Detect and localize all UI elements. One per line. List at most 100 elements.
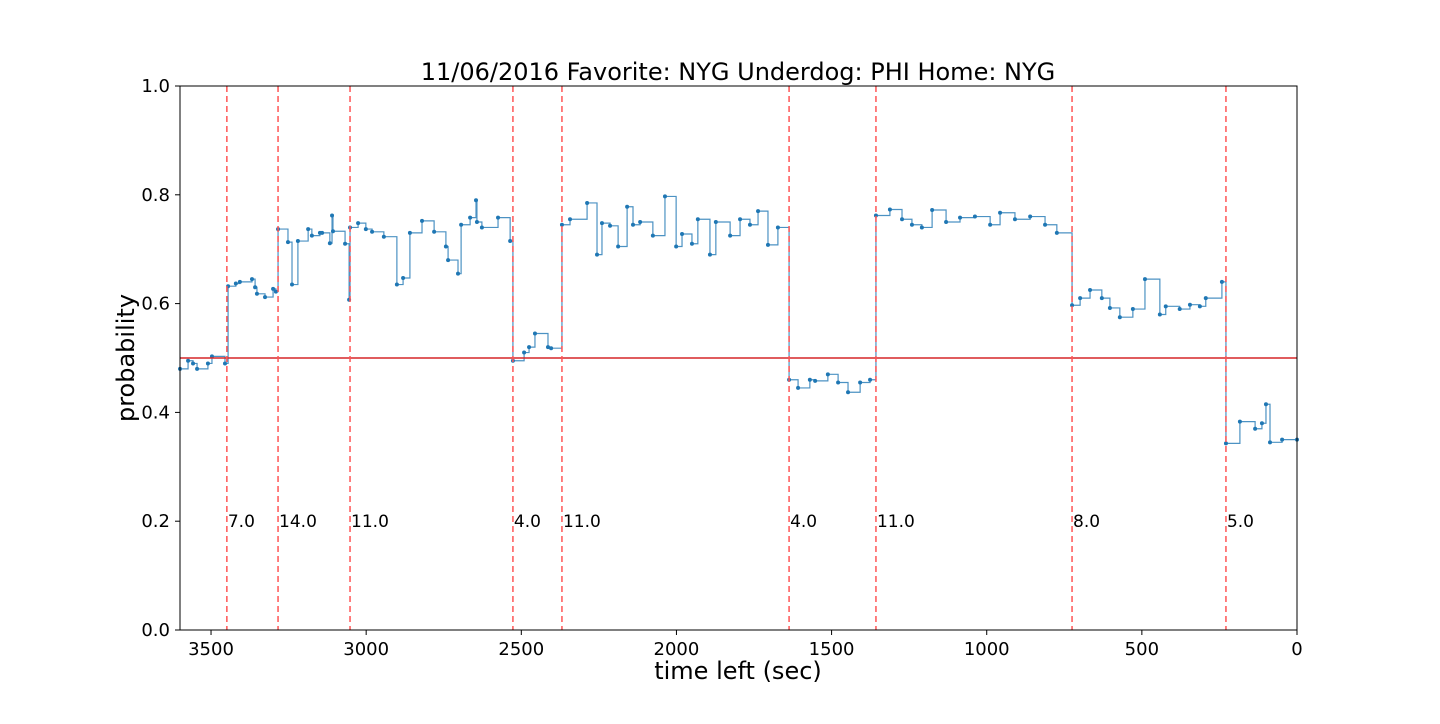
data-point bbox=[545, 345, 550, 350]
data-point bbox=[958, 215, 963, 220]
y-tick-label: 0.0 bbox=[141, 620, 170, 641]
data-point bbox=[401, 276, 406, 281]
data-point bbox=[263, 295, 268, 300]
data-point bbox=[807, 377, 812, 382]
data-point bbox=[290, 282, 295, 287]
data-point bbox=[1043, 222, 1048, 227]
data-point bbox=[944, 220, 949, 224]
score-label: 11.0 bbox=[877, 512, 915, 532]
data-point bbox=[930, 208, 935, 213]
data-point bbox=[695, 217, 700, 222]
data-point bbox=[919, 225, 924, 230]
data-point bbox=[1028, 214, 1033, 219]
data-point bbox=[249, 277, 254, 282]
score-label: 11.0 bbox=[563, 512, 601, 532]
data-point bbox=[713, 220, 718, 224]
data-point bbox=[608, 223, 613, 228]
data-point bbox=[1078, 296, 1083, 301]
data-point bbox=[707, 252, 712, 257]
data-point bbox=[468, 215, 473, 220]
data-point bbox=[459, 222, 464, 227]
data-point bbox=[432, 229, 437, 234]
data-point bbox=[222, 361, 227, 366]
data-point bbox=[522, 350, 527, 355]
data-point bbox=[599, 221, 604, 226]
data-point bbox=[796, 385, 801, 390]
chart-title: 11/06/2016 Favorite: NYG Underdog: PHI H… bbox=[421, 58, 1056, 86]
data-point bbox=[631, 222, 636, 227]
x-axis-label: time left (sec) bbox=[654, 657, 822, 685]
data-point bbox=[295, 239, 300, 244]
data-point bbox=[1142, 277, 1147, 282]
data-point bbox=[186, 358, 191, 363]
data-point bbox=[625, 204, 630, 209]
score-label: 4.0 bbox=[514, 512, 541, 532]
data-point bbox=[233, 281, 238, 286]
y-axis-label: probability bbox=[112, 294, 140, 422]
data-point bbox=[568, 217, 573, 222]
data-point bbox=[1177, 307, 1182, 312]
data-point bbox=[1157, 312, 1162, 317]
score-label: 7.0 bbox=[228, 512, 255, 532]
data-point bbox=[407, 230, 412, 235]
data-point bbox=[254, 291, 259, 296]
data-point bbox=[1117, 315, 1122, 320]
data-point bbox=[508, 239, 513, 244]
data-point bbox=[1107, 305, 1112, 310]
x-tick-label: 0 bbox=[1291, 639, 1302, 660]
data-point bbox=[1088, 288, 1093, 292]
data-point bbox=[1203, 296, 1208, 301]
data-point bbox=[327, 241, 332, 246]
data-point bbox=[474, 220, 479, 224]
data-point bbox=[1237, 419, 1242, 424]
x-tick-label: 500 bbox=[1125, 639, 1159, 660]
data-point bbox=[738, 217, 743, 222]
data-point bbox=[825, 372, 830, 377]
y-tick-label: 0.4 bbox=[141, 402, 170, 423]
score-label: 11.0 bbox=[351, 512, 389, 532]
y-tick-label: 1.0 bbox=[141, 76, 170, 97]
data-point bbox=[237, 279, 242, 284]
data-point bbox=[330, 213, 335, 218]
data-point bbox=[1054, 230, 1059, 235]
data-point bbox=[689, 241, 694, 246]
data-point bbox=[443, 244, 448, 249]
data-point bbox=[909, 222, 914, 227]
data-point bbox=[363, 227, 368, 232]
data-point bbox=[549, 346, 554, 351]
data-point bbox=[205, 361, 210, 366]
data-point bbox=[1163, 304, 1168, 309]
data-point bbox=[309, 233, 314, 238]
data-point bbox=[747, 222, 752, 227]
x-tick-label: 3500 bbox=[188, 639, 234, 660]
data-point bbox=[1268, 440, 1273, 445]
data-point bbox=[1070, 303, 1075, 308]
y-tick-label: 0.8 bbox=[141, 185, 170, 206]
x-tick-label: 3000 bbox=[343, 639, 389, 660]
data-point bbox=[479, 225, 484, 230]
data-point bbox=[306, 227, 311, 232]
score-label: 8.0 bbox=[1073, 512, 1100, 532]
y-tick-label: 0.2 bbox=[141, 511, 170, 532]
data-point bbox=[1280, 437, 1285, 442]
data-point bbox=[195, 366, 200, 371]
data-point bbox=[381, 234, 386, 239]
data-point bbox=[638, 220, 643, 224]
data-point bbox=[728, 233, 733, 238]
data-point bbox=[674, 244, 679, 249]
x-tick-label: 2500 bbox=[498, 639, 544, 660]
data-point bbox=[343, 241, 348, 246]
data-point bbox=[836, 380, 841, 385]
data-point bbox=[446, 258, 451, 263]
data-point bbox=[988, 222, 993, 227]
data-point bbox=[356, 221, 361, 226]
data-point bbox=[595, 252, 600, 257]
data-point bbox=[765, 242, 770, 247]
data-point bbox=[271, 286, 276, 291]
data-point bbox=[496, 215, 501, 220]
step-line bbox=[180, 195, 1297, 445]
data-point bbox=[585, 200, 590, 205]
y-tick-label: 0.6 bbox=[141, 294, 170, 315]
data-point bbox=[972, 214, 977, 219]
